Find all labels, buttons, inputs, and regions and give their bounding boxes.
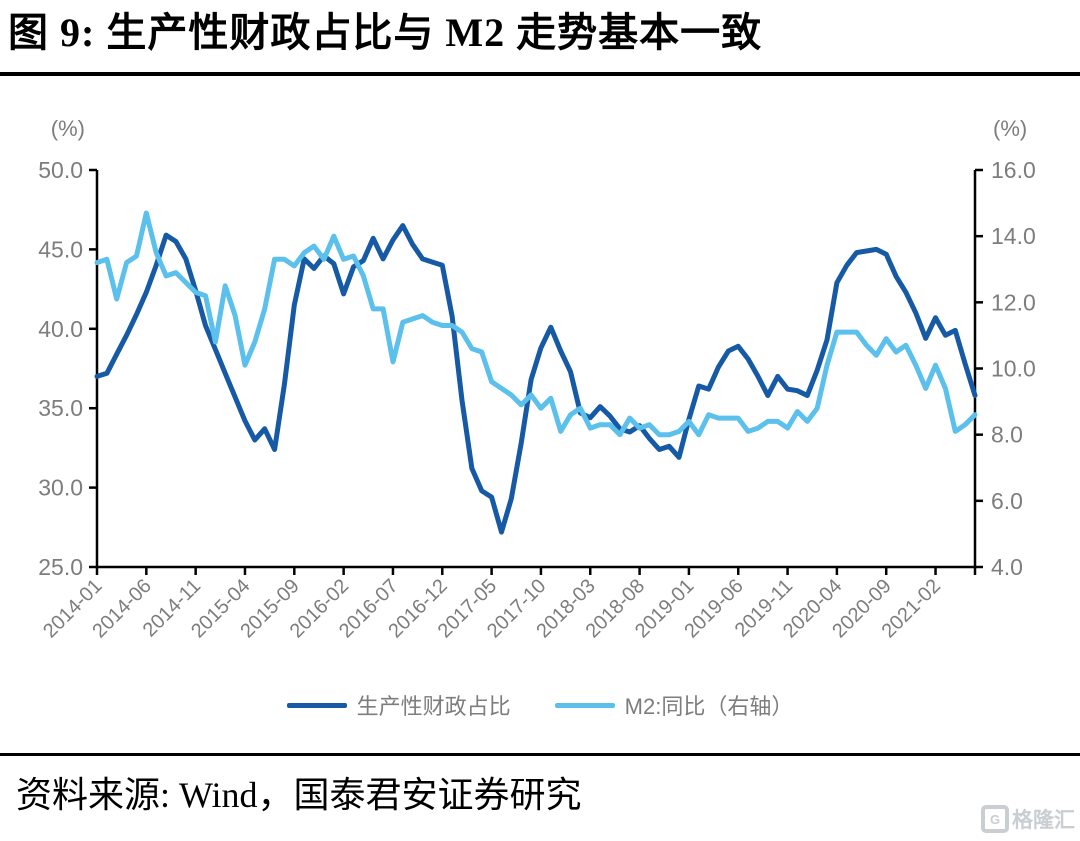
- left-axis-tick-label: 45.0: [38, 236, 83, 262]
- figure-footer: 资料来源: Wind，国泰君安证券研究 G 格隆汇: [0, 753, 1080, 833]
- left-axis-tick-label: 30.0: [38, 475, 83, 501]
- left-axis-tick-label: 50.0: [38, 157, 83, 183]
- fiscal-share-line-swatch: [286, 702, 347, 708]
- chart-area: 25.0 30.0 35.0 40.0 45.0 50.0 4.0 6.0 8.0 10.0 12.…: [0, 76, 1080, 721]
- left-axis-tick-label: 25.0: [38, 554, 83, 580]
- left-axis-unit-label: (%): [51, 116, 85, 141]
- gelonghui-logo-text: 格隆汇: [1012, 809, 1075, 832]
- right-axis-unit-label: (%): [993, 116, 1027, 141]
- legend-item-m2: M2:同比（右轴）: [554, 689, 794, 721]
- right-axis-tick-label: 16.0: [991, 157, 1036, 183]
- legend-label-m2: M2:同比（右轴）: [624, 694, 794, 719]
- source-note: 资料来源: Wind，国泰君安证券研究: [16, 775, 582, 815]
- figure-title: 图 9: 生产性财政占比与 M2 走势基本一致: [8, 10, 763, 55]
- right-axis-tick-label: 10.0: [991, 356, 1036, 382]
- legend-item-fiscal-share: 生产性财政占比: [286, 689, 511, 721]
- left-axis-tick-label: 35.0: [38, 395, 83, 421]
- dual-axis-line-chart: 25.0 30.0 35.0 40.0 45.0 50.0 4.0 6.0 8.0 10.0 12.…: [38, 116, 1036, 642]
- right-axis-tick-label: 6.0: [991, 488, 1023, 514]
- fiscal-share-line: [94, 223, 978, 535]
- chart-legend: 生产性财政占比 M2:同比（右轴）: [0, 689, 1080, 721]
- figure-header: 图 9: 生产性财政占比与 M2 走势基本一致: [0, 8, 1080, 76]
- footer-divider: [0, 753, 1080, 756]
- title-divider: [0, 72, 1080, 76]
- right-axis-tick-label: 4.0: [991, 554, 1023, 580]
- gelonghui-g-icon: G: [981, 805, 1009, 833]
- right-axis-tick-label: 12.0: [991, 289, 1036, 315]
- legend-label-fiscal-share: 生产性财政占比: [356, 694, 511, 719]
- right-axis-tick-label: 8.0: [991, 422, 1023, 448]
- m2-yoy-line: [94, 210, 978, 438]
- left-axis-tick-label: 40.0: [38, 316, 83, 342]
- report-figure-page: { "header": { "title": "图 9: 生产性财政占比与 M2…: [0, 8, 1080, 841]
- right-axis-tick-label: 14.0: [991, 223, 1036, 249]
- m2-line-swatch: [554, 702, 615, 708]
- gelonghui-logo: G 格隆汇: [981, 804, 1075, 834]
